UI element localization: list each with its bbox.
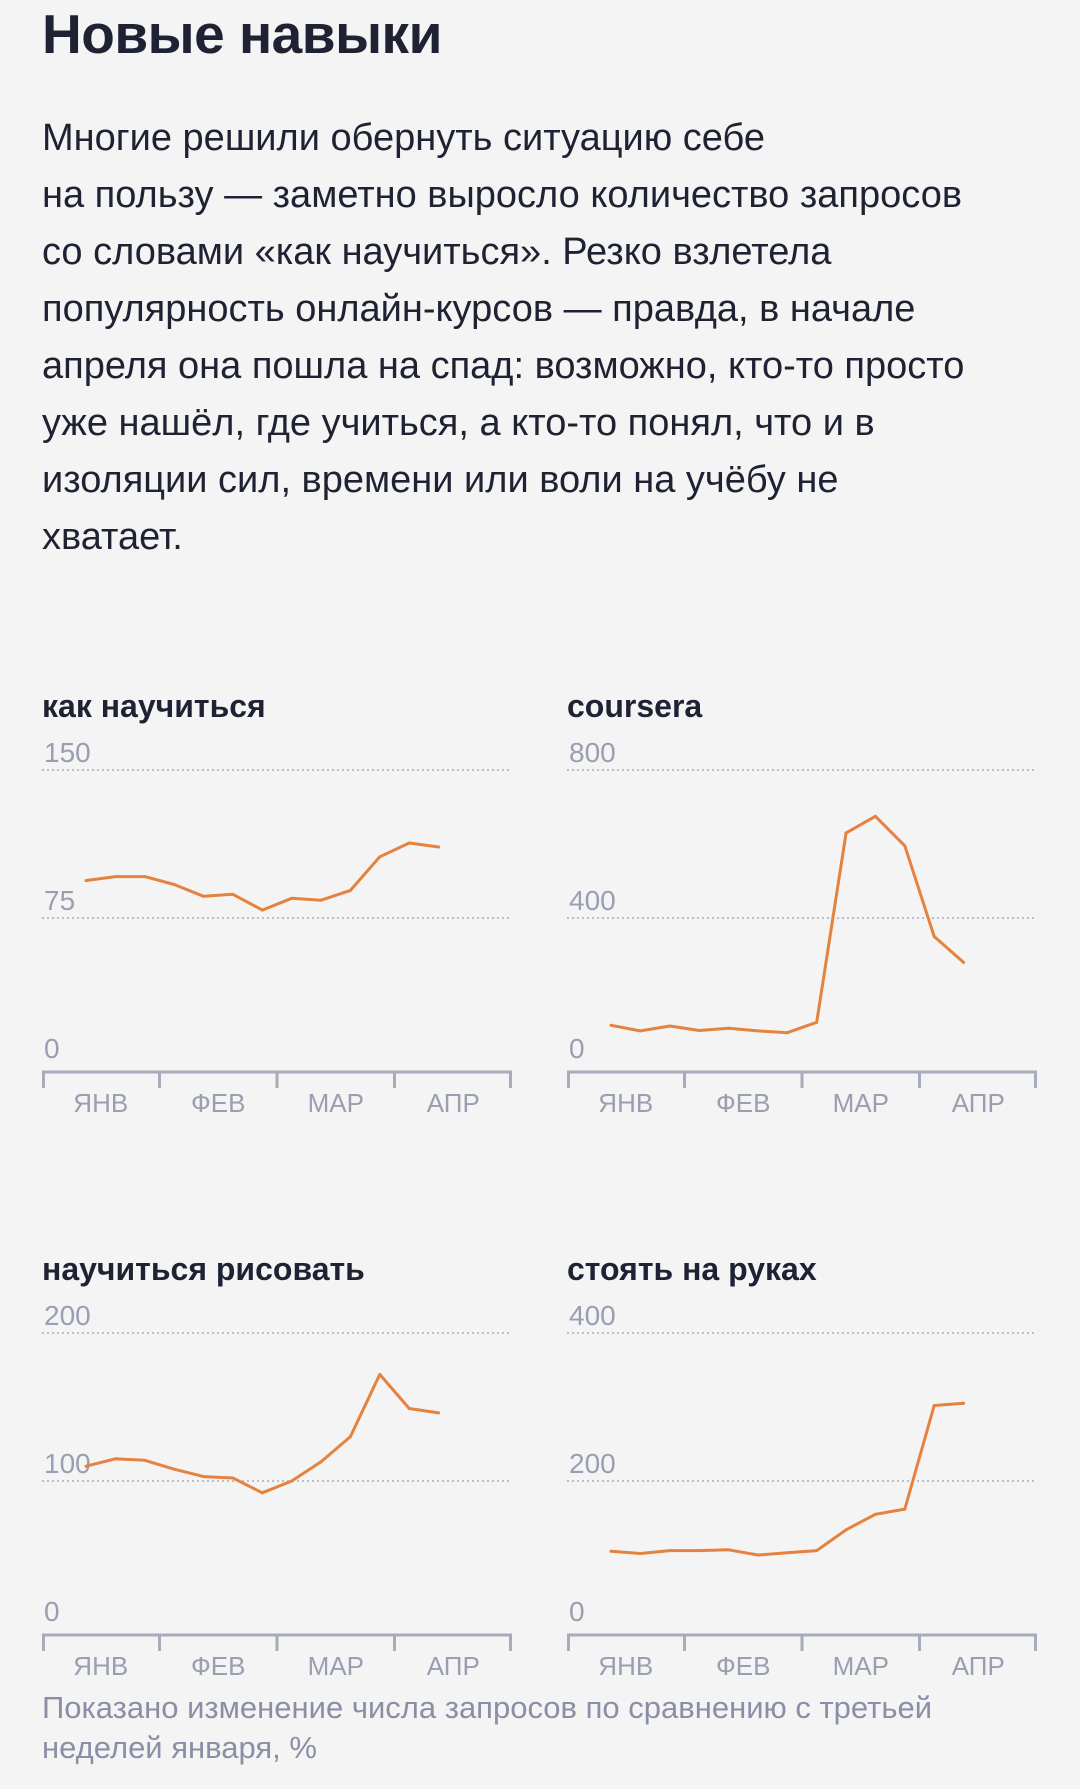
data-point [932,935,936,938]
data-point [785,1031,789,1035]
data-point [143,875,147,879]
y-tick-label: 0 [569,1033,585,1064]
chart-plot: 0 75 150 ЯНВ ФЕВ МАР АПР [42,737,512,1118]
data-point [113,875,117,879]
x-tick-label: ЯНВ [73,1651,128,1681]
data-point [348,888,352,892]
y-tick-label: 800 [569,737,616,768]
page-title: Новые навыки [42,3,442,65]
series-line [84,841,441,912]
chart-coursera: coursera 0 400 800 ЯНВ ФЕВ МАР АПР [567,684,1037,1118]
data-point [668,1549,672,1553]
data-point [727,1548,731,1552]
data-point [113,1457,117,1461]
x-tick-label: ФЕВ [716,1088,770,1118]
data-point [756,1553,760,1557]
data-point [202,894,206,898]
data-point [844,831,848,835]
data-point [697,1028,701,1032]
data-point [84,1464,88,1468]
chart-title: стоять на руках [567,1251,817,1287]
data-point [407,1406,411,1410]
data-point [962,1401,966,1405]
chart-plot: 0 400 800 ЯНВ ФЕВ МАР АПР [567,737,1037,1118]
data-point [231,892,235,896]
x-tick-label: МАР [833,1088,889,1118]
x-tick-label: МАР [308,1651,364,1681]
x-tick-label: АПР [952,1088,1005,1118]
x-tick-label: МАР [308,1088,364,1118]
x-tick-label: МАР [833,1651,889,1681]
data-point [437,1411,441,1415]
data-point [609,1023,613,1027]
x-tick-label: АПР [952,1651,1005,1681]
data-point [727,1026,731,1030]
x-tick-label: АПР [427,1651,480,1681]
data-point [962,960,966,964]
chart-title: как научиться [42,688,266,724]
x-tick-label: ФЕВ [191,1651,245,1681]
data-point [407,841,411,845]
data-point [815,1020,819,1024]
data-point [202,1475,206,1479]
x-tick-label: АПР [427,1088,480,1118]
series-line [609,814,966,1035]
data-point [756,1029,760,1033]
data-point [697,1549,701,1553]
data-point [378,855,382,859]
data-point [638,1552,642,1556]
data-point [437,845,441,849]
chart-nauchitsya-risovat: научиться рисовать 0 100 200 ЯНВ ФЕВ МАР АПР [42,1247,512,1681]
data-point [785,1551,789,1555]
data-point [609,1549,613,1553]
y-tick-label: 75 [44,885,75,916]
data-point [378,1372,382,1376]
x-tick-label: ФЕВ [716,1651,770,1681]
data-point [873,814,877,818]
data-point [231,1476,235,1480]
chart-title: coursera [567,688,703,724]
data-point [932,1404,936,1408]
footnote: Показано изменение числа запросов по сра… [42,1690,933,1765]
chart-stoyat-na-rukah: стоять на руках 0 200 400 ЯНВ ФЕВ МАР АПР [567,1247,1037,1681]
y-tick-label: 400 [569,1300,616,1331]
data-point [260,908,264,912]
chart-plot: 0 100 200 ЯНВ ФЕВ МАР АПР [42,1300,512,1681]
data-point [348,1435,352,1439]
x-tick-label: ЯНВ [73,1088,128,1118]
y-tick-label: 400 [569,885,616,916]
x-tick-label: ЯНВ [598,1088,653,1118]
x-tick-label: ФЕВ [191,1088,245,1118]
series-line [609,1401,966,1557]
y-tick-label: 100 [44,1448,91,1479]
y-tick-label: 0 [44,1596,60,1627]
data-point [873,1512,877,1516]
intro-paragraph: Многие решили обернуть ситуацию себе на … [42,117,965,558]
data-point [668,1024,672,1028]
data-point [815,1549,819,1553]
y-tick-label: 0 [569,1596,585,1627]
series-line [84,1372,441,1495]
y-tick-label: 150 [44,737,91,768]
data-point [172,882,176,886]
chart-kak-nauchitsya: как научиться 0 75 150 ЯНВ ФЕВ МАР АПР [42,684,512,1118]
data-point [903,844,907,848]
data-point [84,879,88,883]
data-point [143,1458,147,1462]
data-point [844,1528,848,1532]
data-point [319,898,323,902]
data-point [172,1467,176,1471]
y-tick-label: 0 [44,1033,60,1064]
y-tick-label: 200 [44,1300,91,1331]
data-point [290,1479,294,1483]
chart-title: научиться рисовать [42,1251,365,1287]
x-tick-label: ЯНВ [598,1651,653,1681]
y-tick-label: 200 [569,1448,616,1479]
chart-plot: 0 200 400 ЯНВ ФЕВ МАР АПР [567,1300,1037,1681]
data-point [260,1491,264,1495]
data-point [290,896,294,900]
data-point [903,1507,907,1511]
data-point [638,1029,642,1033]
data-point [319,1460,323,1464]
